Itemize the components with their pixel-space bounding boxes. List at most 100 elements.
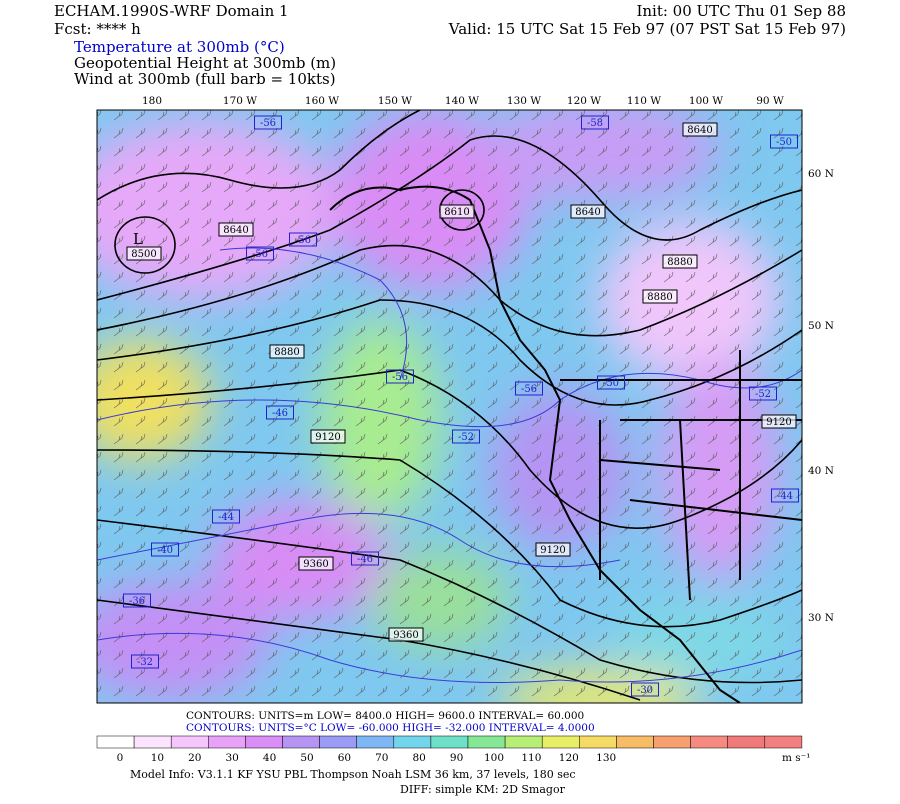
- temperature-label-box: [515, 381, 543, 396]
- longitude-label: 160 W: [305, 95, 339, 107]
- colorbar-units: m s⁻¹: [782, 752, 810, 764]
- height-label-box: [298, 556, 334, 571]
- colorbar-swatch: [690, 735, 728, 749]
- longitude-label: 170 W: [223, 95, 257, 107]
- colorbar-tick-label: 60: [338, 752, 351, 764]
- temperature-label: -44: [218, 512, 234, 523]
- colorbar-swatch: [319, 735, 357, 749]
- height-label: 9120: [315, 432, 340, 443]
- height-label-box: [662, 254, 698, 269]
- colorbar-swatch: [133, 735, 172, 749]
- colorbar-tick-label: 70: [375, 752, 388, 764]
- latitude-label: 40 N: [808, 465, 834, 477]
- temperature-label-box: [452, 429, 480, 444]
- forecast-hour: Fcst: **** h: [54, 20, 141, 38]
- colorbar-tick-label: 10: [151, 752, 164, 764]
- colorbar-swatch: [282, 735, 320, 749]
- temperature-label-box: [212, 509, 240, 524]
- temperature-label-box: [770, 134, 798, 149]
- longitude-label: 90 W: [756, 95, 784, 107]
- height-label-box: [269, 344, 305, 359]
- height-label: 9120: [540, 545, 565, 556]
- colorbar-tick-label: 0: [117, 752, 124, 764]
- temperature-label-box: [266, 405, 294, 420]
- field-name: Wind at 300mb (full barb = 10kts): [74, 70, 336, 88]
- map-field: [97, 110, 802, 703]
- height-label: 9360: [303, 559, 328, 570]
- colorbar-swatch: [727, 735, 766, 749]
- temperature-label-box: [254, 115, 282, 130]
- temperature-label-box: [597, 375, 625, 390]
- colorbar-swatch: [208, 735, 246, 749]
- height-label: 8640: [575, 207, 600, 218]
- colorbar-swatch: [170, 735, 209, 749]
- temperature-label: -46: [357, 554, 373, 565]
- colorbar-tick-label: 100: [484, 752, 504, 764]
- longitude-label: 150 W: [378, 95, 412, 107]
- temperature-label-box: [351, 551, 379, 566]
- colorbar-swatch: [393, 735, 432, 749]
- colorbar-swatch: [764, 735, 803, 749]
- temperature-label-box: [131, 654, 159, 669]
- temperature-label: -46: [272, 408, 288, 419]
- temperature-label-box: [151, 542, 179, 557]
- init-time: Init: 00 UTC Thu 01 Sep 88: [636, 2, 846, 20]
- temperature-label: -40: [157, 545, 173, 556]
- low-center: L: [133, 230, 143, 248]
- temperature-label-box: [631, 682, 659, 697]
- height-label: 8610: [444, 207, 469, 218]
- temperature-label: -56: [521, 384, 537, 395]
- colorbar-tick-label: 20: [188, 752, 201, 764]
- height-label-box: [218, 222, 254, 237]
- latitude-label: 30 N: [808, 612, 834, 624]
- temperature-label: -52: [458, 432, 474, 443]
- temperature-label-box: [581, 115, 609, 130]
- height-label: 8500: [131, 249, 156, 260]
- temperature-label-box: [749, 386, 777, 401]
- colorbar-tick-label: 40: [263, 752, 276, 764]
- colorbar-swatch: [96, 735, 135, 749]
- temperature-label: -32: [137, 657, 153, 668]
- field-name: Temperature at 300mb (°C): [74, 38, 285, 56]
- latitude-label: 60 N: [808, 168, 834, 180]
- height-label: 8640: [687, 125, 712, 136]
- colorbar-swatch: [541, 735, 580, 749]
- diff-info: DIFF: simple KM: 2D Smagor: [400, 783, 566, 796]
- temperature-label: -56: [392, 372, 408, 383]
- colorbar-swatch: [653, 735, 691, 749]
- colorbar-swatch: [430, 735, 469, 749]
- colorbar-swatch: [467, 735, 506, 749]
- temperature-label: -58: [587, 118, 603, 129]
- longitude-label: 110 W: [627, 95, 661, 107]
- contour-info: CONTOURS: UNITS=°C LOW= -60.000 HIGH= -3…: [186, 722, 595, 734]
- height-label-box: [682, 122, 718, 137]
- model-info: Model Info: V3.1.1 KF YSU PBL Thompson N…: [130, 768, 576, 781]
- temperature-label-box: [246, 246, 274, 261]
- height-label: 8880: [667, 257, 692, 268]
- temperature-label-box: [771, 488, 799, 503]
- height-label: 8640: [223, 225, 248, 236]
- colorbar-tick-label: 110: [521, 752, 541, 764]
- temperature-label: -52: [755, 389, 771, 400]
- colorbar-swatch: [579, 735, 617, 749]
- temperature-label: -44: [777, 491, 793, 502]
- height-label-box: [570, 204, 606, 219]
- colorbar-tick-label: 80: [413, 752, 426, 764]
- valid-time: Valid: 15 UTC Sat 15 Feb 97 (07 PST Sat …: [448, 20, 846, 38]
- temperature-label: -50: [603, 378, 619, 389]
- longitude-label: 130 W: [507, 95, 541, 107]
- model-title: ECHAM.1990S-WRF Domain 1: [54, 2, 289, 20]
- height-label-box: [126, 246, 162, 261]
- temperature-label-box: [289, 232, 317, 247]
- temperature-label: -56: [260, 118, 276, 129]
- height-label-box: [388, 627, 424, 642]
- temperature-label: -30: [637, 685, 653, 696]
- temperature-label-box: [123, 593, 151, 608]
- temperature-label-box: [386, 369, 414, 384]
- field-name: Geopotential Height at 300mb (m): [74, 54, 336, 72]
- height-label: 8880: [647, 292, 672, 303]
- colorbar-swatch: [504, 735, 543, 749]
- height-label: 9360: [393, 630, 418, 641]
- longitude-label: 140 W: [445, 95, 479, 107]
- longitude-label: 100 W: [689, 95, 723, 107]
